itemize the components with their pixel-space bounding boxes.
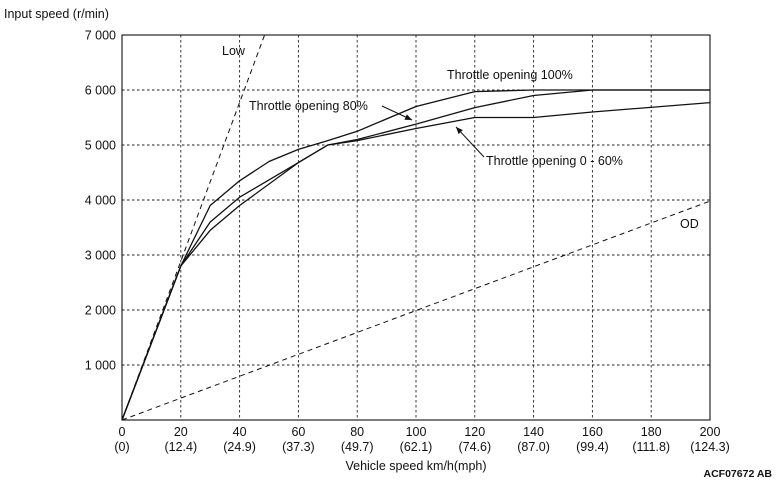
- x-tick-label-mph: (24.9): [223, 440, 256, 454]
- figure-code: ACF07672 AB: [704, 468, 773, 480]
- x-tick-label: 180: [641, 425, 662, 439]
- x-tick-label-mph: (37.3): [282, 440, 315, 454]
- x-tick-label-mph: (49.7): [341, 440, 374, 454]
- throttle-80-label: Throttle opening 80%: [249, 99, 368, 113]
- series-lines: [121, 34, 711, 421]
- series-line-od: [121, 200, 711, 421]
- x-tick-label-mph: (99.4): [576, 440, 609, 454]
- x-tick-label-mph: (0): [114, 440, 129, 454]
- y-tick-label: 5 000: [85, 139, 116, 153]
- x-tick-label: 160: [582, 425, 603, 439]
- axes: [121, 34, 711, 421]
- x-tick-label-mph: (74.6): [458, 440, 491, 454]
- annotations: Low OD Throttle opening 100% Throttle openi…: [222, 44, 699, 231]
- series-line-low: [121, 34, 266, 421]
- x-tick-label: 80: [350, 425, 364, 439]
- y-tick-label: 4 000: [85, 194, 116, 208]
- tick-labels: 1 000 2 000 3 000 4 000 5 000 6 000 7 000 0(0) 2…: [85, 29, 730, 455]
- y-tick-label: 2 000: [85, 304, 116, 318]
- x-tick-label-mph: (12.4): [164, 440, 197, 454]
- x-tick-label: 120: [464, 425, 485, 439]
- od-label: OD: [680, 217, 699, 231]
- low-label: Low: [222, 44, 246, 58]
- x-tick-label: 140: [523, 425, 544, 439]
- x-tick-label: 40: [233, 425, 247, 439]
- x-axis-label: Vehicle speed km/h(mph): [345, 459, 486, 473]
- x-tick-label-mph: (124.3): [690, 440, 730, 454]
- x-tick-label: 0: [119, 425, 126, 439]
- y-tick-label: 6 000: [85, 84, 116, 98]
- y-tick-label: 7 000: [85, 29, 116, 43]
- x-tick-label-mph: (87.0): [517, 440, 550, 454]
- grid-lines: [122, 35, 710, 420]
- x-tick-label: 200: [700, 425, 721, 439]
- arrow-throttle-80: [381, 105, 413, 121]
- throttle-100-label: Throttle opening 100%: [447, 68, 573, 82]
- plot-frame: [121, 34, 711, 421]
- x-tick-label: 20: [174, 425, 188, 439]
- x-tick-label: 60: [291, 425, 305, 439]
- series-line-throttle-opening-0-60: [121, 101, 711, 421]
- x-tick-label-mph: (111.8): [632, 440, 670, 454]
- y-tick-label: 1 000: [85, 359, 116, 373]
- x-tick-label: 100: [406, 425, 427, 439]
- arrow-throttle-0-60: [455, 126, 485, 158]
- x-tick-label-mph: (62.1): [400, 440, 433, 454]
- y-axis-label: Input speed (r/min): [4, 7, 109, 21]
- y-tick-label: 3 000: [85, 249, 116, 263]
- series-line-throttle-opening-100: [121, 89, 710, 421]
- throttle-0-60-label: Throttle opening 0 - 60%: [486, 154, 623, 168]
